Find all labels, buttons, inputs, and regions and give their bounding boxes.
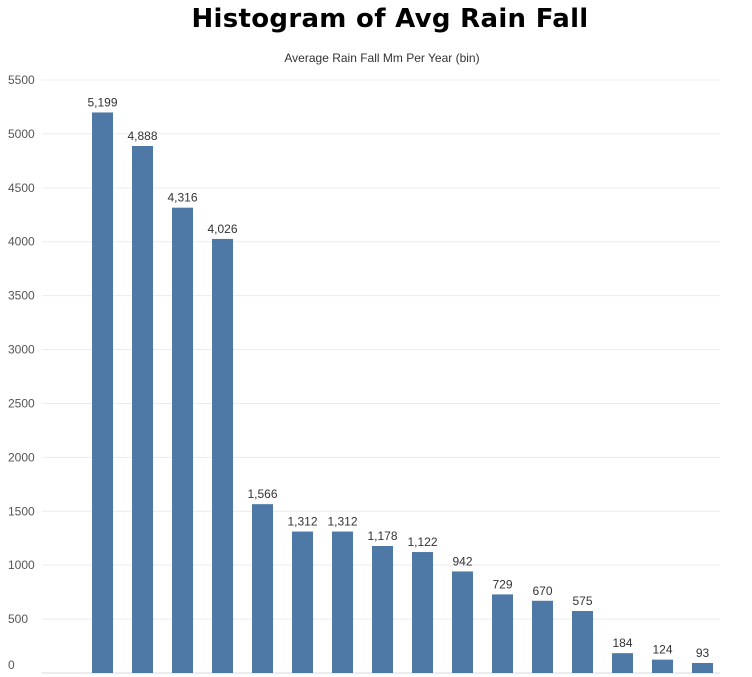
bar-value-label: 124 <box>652 643 672 657</box>
bar-value-label: 1,312 <box>287 515 317 529</box>
bar-value-label: 4,026 <box>207 222 237 236</box>
y-tick-label: 1000 <box>8 558 35 572</box>
histogram-bar <box>452 571 473 673</box>
histogram-bar <box>412 552 433 673</box>
bar-value-label: 1,566 <box>247 487 277 501</box>
y-tick-label: 5500 <box>8 73 35 87</box>
histogram-bar <box>692 662 713 673</box>
y-axis-tick-labels: 0 500 1000 1500 2000 2500 3000 3500 4000 4500 5000… <box>8 73 35 672</box>
y-tick-label: 3000 <box>8 343 35 357</box>
chart-subtitle: Average Rain Fall Mm Per Year (bin) <box>284 51 480 65</box>
histogram-bar <box>212 238 233 673</box>
bar-value-label: 184 <box>612 636 632 650</box>
y-tick-label: 4000 <box>8 235 35 249</box>
histogram-bar <box>132 145 153 673</box>
histogram-bar <box>252 504 273 673</box>
bar-value-label: 5,199 <box>87 95 117 109</box>
histogram-bar <box>172 207 193 673</box>
bar-value-label: 93 <box>696 646 710 660</box>
bars <box>92 112 713 674</box>
histogram-bar <box>652 659 673 673</box>
chart-title: Histogram of Avg Rain Fall <box>191 4 589 34</box>
bar-value-label: 729 <box>492 577 512 591</box>
bar-value-label: 4,316 <box>167 191 197 205</box>
histogram-bar <box>372 545 393 673</box>
bar-value-labels: 5,199 4,888 4,316 4,026 1,566 1,312 1,312 1,178… <box>87 95 709 660</box>
y-tick-label: 2000 <box>8 450 35 464</box>
y-tick-label: 0 <box>8 658 15 672</box>
bar-value-label: 942 <box>452 554 472 568</box>
y-tick-label: 3500 <box>8 289 35 303</box>
bar-value-label: 575 <box>572 594 592 608</box>
y-tick-label: 2500 <box>8 396 35 410</box>
bar-value-label: 1,178 <box>367 529 397 543</box>
bar-value-label: 4,888 <box>127 129 157 143</box>
histogram-bar <box>572 611 593 673</box>
y-tick-label: 1500 <box>8 504 35 518</box>
y-tick-label: 5000 <box>8 127 35 141</box>
histogram-bar <box>532 600 553 673</box>
histogram-bar <box>492 594 513 673</box>
bar-value-label: 1,122 <box>407 535 437 549</box>
histogram-bar <box>92 112 113 674</box>
bar-value-label: 670 <box>532 584 552 598</box>
bar-value-label: 1,312 <box>327 515 357 529</box>
histogram-bar <box>292 531 313 673</box>
y-tick-label: 4500 <box>8 181 35 195</box>
y-tick-label: 500 <box>8 612 28 626</box>
histogram-bar <box>612 653 633 673</box>
histogram-bar <box>332 531 353 673</box>
